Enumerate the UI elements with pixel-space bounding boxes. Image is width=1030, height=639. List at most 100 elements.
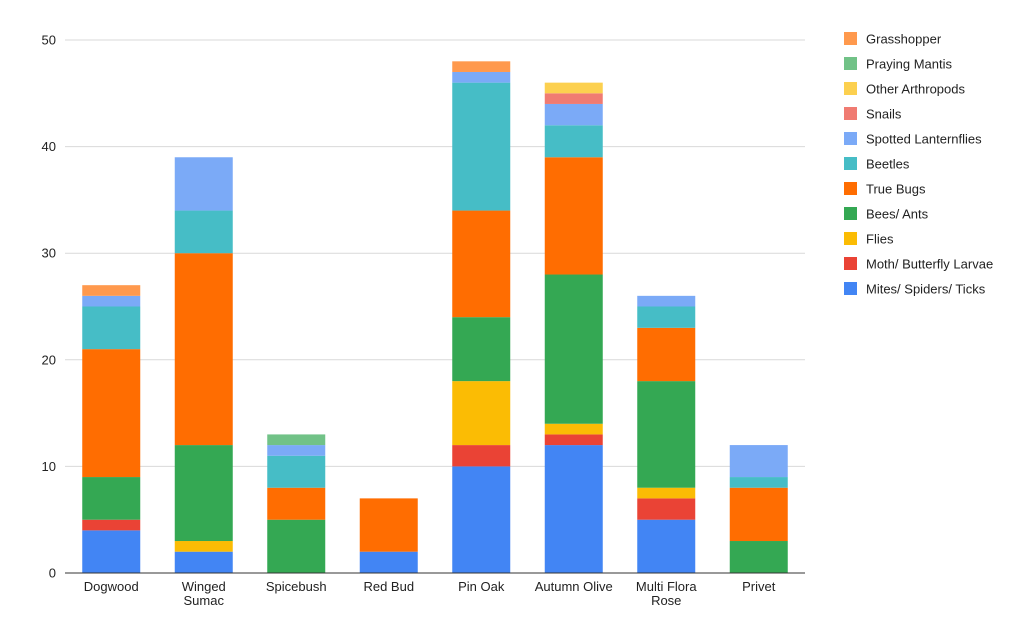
bar-segment bbox=[452, 61, 511, 72]
legend-label: True Bugs bbox=[866, 182, 926, 197]
x-tick-label: Dogwood bbox=[84, 579, 139, 594]
legend-label: Beetles bbox=[866, 157, 910, 172]
legend-swatch bbox=[844, 32, 857, 45]
bar-segment bbox=[452, 210, 511, 318]
legend: Grasshopper Praying Mantis Other Arthropod… bbox=[844, 32, 993, 297]
bar-segment bbox=[452, 71, 511, 83]
bar-segment bbox=[452, 317, 511, 382]
legend-item: Moth/ Butterfly Larvae bbox=[844, 257, 993, 272]
bar-segment bbox=[637, 295, 696, 307]
bar-segment bbox=[174, 157, 233, 211]
legend-label: Bees/ Ants bbox=[866, 207, 929, 222]
bar-segment bbox=[82, 519, 141, 531]
legend-swatch bbox=[844, 257, 857, 270]
bar-segment bbox=[637, 498, 696, 520]
bar-segment bbox=[544, 103, 603, 126]
legend-item: Mites/ Spiders/ Ticks bbox=[844, 282, 986, 297]
bar-segment bbox=[544, 125, 603, 158]
bar-segment bbox=[267, 519, 326, 573]
bar-segment bbox=[544, 93, 603, 104]
legend-item: Praying Mantis bbox=[844, 57, 952, 72]
x-axis: Dogwood Winged Sumac Spicebush Red Bud Pin Oa… bbox=[65, 572, 805, 608]
bars bbox=[82, 61, 788, 573]
bar-segment bbox=[452, 381, 511, 446]
y-tick-label: 50 bbox=[42, 33, 56, 48]
bar-segment bbox=[359, 498, 418, 552]
legend-swatch bbox=[844, 157, 857, 170]
bar-segment bbox=[452, 445, 511, 467]
legend-swatch bbox=[844, 82, 857, 95]
bar-segment bbox=[544, 445, 603, 573]
bar-segment bbox=[544, 434, 603, 446]
legend-item: Other Arthropods bbox=[844, 82, 965, 97]
bar-segment bbox=[174, 210, 233, 254]
legend-swatch bbox=[844, 57, 857, 70]
legend-swatch bbox=[844, 282, 857, 295]
legend-label: Grasshopper bbox=[866, 32, 942, 47]
bar-segment bbox=[729, 487, 788, 542]
bar-segment bbox=[637, 519, 696, 573]
bar-segment bbox=[544, 423, 603, 435]
bar-segment bbox=[82, 285, 141, 296]
bar-segment bbox=[267, 434, 326, 446]
legend-label: Spotted Lanternflies bbox=[866, 132, 982, 147]
bar-segment bbox=[359, 551, 418, 573]
x-tick-label: Pin Oak bbox=[458, 579, 505, 594]
bar-segment bbox=[267, 445, 326, 456]
legend-swatch bbox=[844, 232, 857, 245]
bar-segment bbox=[174, 541, 233, 552]
legend-item: Spotted Lanternflies bbox=[844, 132, 982, 147]
x-tick-label: Multi Flora Rose bbox=[636, 579, 697, 608]
bar-segment bbox=[82, 477, 141, 520]
bar-segment bbox=[729, 477, 788, 488]
bar-segment bbox=[267, 487, 326, 520]
bar-segment bbox=[452, 466, 511, 573]
bar-segment bbox=[729, 541, 788, 573]
y-tick-label: 10 bbox=[42, 459, 56, 474]
legend-item: Snails bbox=[844, 107, 902, 122]
bar-segment bbox=[637, 327, 696, 382]
x-tick-label: Winged Sumac bbox=[182, 579, 226, 608]
y-tick-label: 20 bbox=[42, 352, 56, 367]
x-tick-label: Red Bud bbox=[363, 579, 414, 594]
bar-segment bbox=[637, 306, 696, 328]
bar-segment bbox=[174, 253, 233, 446]
bar-segment bbox=[544, 157, 603, 275]
y-tick-label: 0 bbox=[49, 566, 56, 581]
bar-segment bbox=[82, 530, 141, 573]
x-tick-label: Privet bbox=[742, 579, 776, 594]
bar-segment bbox=[82, 306, 141, 350]
legend-item: True Bugs bbox=[844, 182, 926, 197]
legend-swatch bbox=[844, 132, 857, 145]
y-axis: 0 10 20 30 40 50 bbox=[42, 33, 56, 581]
bar-segment bbox=[544, 82, 603, 94]
x-tick-label: Spicebush bbox=[266, 579, 327, 594]
bar-segment bbox=[637, 381, 696, 488]
legend-item: Grasshopper bbox=[844, 32, 942, 47]
legend-swatch bbox=[844, 107, 857, 120]
y-tick-label: 30 bbox=[42, 246, 56, 261]
bar-segment bbox=[637, 487, 696, 499]
bar-segment bbox=[82, 349, 141, 478]
bar-segment bbox=[267, 455, 326, 488]
legend-label: Other Arthropods bbox=[866, 82, 965, 97]
legend-item: Bees/ Ants bbox=[844, 207, 929, 222]
legend-swatch bbox=[844, 182, 857, 195]
bar-segment bbox=[174, 445, 233, 542]
bar-segment bbox=[82, 295, 141, 307]
legend-label: Praying Mantis bbox=[866, 57, 952, 72]
legend-label: Moth/ Butterfly Larvae bbox=[866, 257, 993, 272]
y-tick-label: 40 bbox=[42, 139, 56, 154]
bar-segment bbox=[452, 82, 511, 211]
legend-item: Flies bbox=[844, 232, 894, 247]
bar-segment bbox=[729, 445, 788, 478]
legend-swatch bbox=[844, 207, 857, 220]
legend-label: Mites/ Spiders/ Ticks bbox=[866, 282, 986, 297]
legend-label: Snails bbox=[866, 107, 902, 122]
legend-item: Beetles bbox=[844, 157, 910, 172]
bar-segment bbox=[174, 551, 233, 573]
legend-label: Flies bbox=[866, 232, 894, 247]
x-tick-label: Autumn Olive bbox=[535, 579, 613, 594]
bar-segment bbox=[544, 274, 603, 424]
